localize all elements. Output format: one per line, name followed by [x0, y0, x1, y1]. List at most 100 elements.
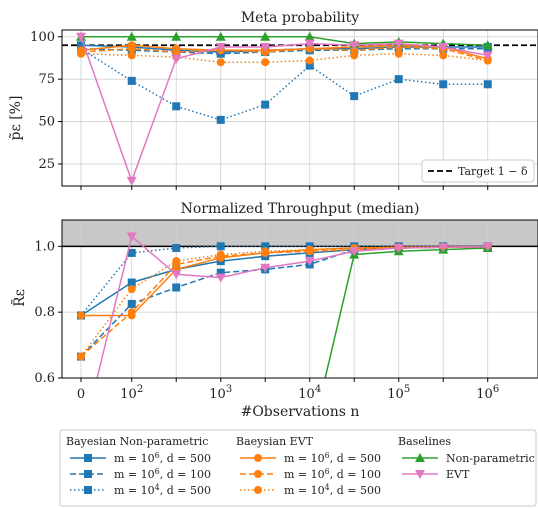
- data-point-bnp3: [261, 100, 270, 109]
- series-line-bnp3: [80, 48, 488, 121]
- y-tick-label: 100: [30, 30, 55, 45]
- series-line-bevt1: [80, 44, 488, 60]
- legend-box: [59, 429, 537, 507]
- top-y-axis-label: p̃ε [%]: [8, 96, 24, 141]
- bottom-x-axis-label: #Observations n: [241, 404, 360, 420]
- legend-group-title: Baeysian EVT: [236, 435, 314, 448]
- legend-marker-np: [415, 453, 425, 462]
- legend-label-np: Non-parametric: [446, 452, 535, 465]
- shaded-region: [62, 220, 538, 247]
- data-point-np: [304, 31, 315, 41]
- data-point-bnp3: [305, 61, 314, 70]
- data-point-bnp2: [216, 268, 225, 277]
- y-tick-label: 50: [38, 115, 55, 130]
- data-point-evt: [260, 263, 271, 273]
- data-point-bnp3: [172, 243, 181, 252]
- data-point-np: [126, 31, 137, 41]
- data-point-bevt3: [216, 250, 225, 259]
- y-tick-label: 0.8: [34, 305, 55, 320]
- y-tick-label: 25: [38, 157, 55, 172]
- data-point-evt: [76, 32, 86, 42]
- top-plot-area: 25 50 75 100 Target 1 − δ: [30, 29, 538, 190]
- y-tick-label: 0.6: [34, 371, 55, 386]
- data-point-bevt3: [350, 51, 359, 60]
- data-point-bnp3: [394, 75, 403, 84]
- legend-label-bevt3: m = 104, d = 500: [284, 483, 381, 497]
- data-point-evt: [304, 257, 315, 267]
- legend-label-evt: EVT: [446, 468, 470, 481]
- y-tick-label: 75: [38, 72, 55, 87]
- series-line-bevt2: [80, 246, 488, 358]
- data-point-evt: [126, 176, 137, 186]
- data-point-bevt3: [77, 49, 85, 58]
- legend-marker-bnp3: [84, 486, 92, 494]
- data-point-np: [482, 40, 493, 50]
- data-point-bevt3: [77, 352, 85, 361]
- x-tick-label: 0: [77, 387, 85, 402]
- legend-label-bnp3: m = 104, d = 500: [114, 483, 211, 497]
- top-chart-title: Meta probability: [241, 10, 359, 26]
- data-point-evt: [171, 270, 182, 280]
- data-point-bnp3: [216, 115, 225, 124]
- data-point-bevt3: [261, 58, 270, 67]
- x-tick-label: 104: [298, 384, 321, 402]
- data-point-bevt3: [216, 58, 225, 67]
- legend-label-bevt1: m = 106, d = 500: [284, 451, 381, 465]
- x-tick-label: 106: [476, 384, 499, 402]
- bottom-plot-area: 0.6 0.8 1.0 0 102 103 104 105 106: [34, 219, 538, 402]
- legend-marker-bevt2: [254, 470, 262, 478]
- legend-marker-bnp1: [84, 454, 92, 462]
- data-point-evt: [393, 243, 404, 253]
- legend-label-bnp2: m = 106, d = 100: [114, 467, 211, 481]
- data-point-evt: [349, 41, 360, 51]
- legend-group-title: Baselines: [398, 435, 451, 448]
- data-point-evt: [215, 273, 226, 283]
- legend-marker-bevt3: [254, 486, 262, 494]
- data-point-bevt3: [305, 245, 314, 254]
- series-line-bevt3: [80, 245, 488, 358]
- data-point-evt: [215, 42, 226, 52]
- data-point-bnp3: [127, 76, 136, 85]
- plot-frame: [61, 219, 538, 379]
- data-point-evt: [393, 39, 404, 49]
- data-point-np: [171, 31, 182, 41]
- series-line-bevt3: [80, 52, 488, 63]
- data-point-evt: [482, 242, 493, 252]
- data-point-bevt2: [261, 48, 270, 57]
- data-point-bevt2: [127, 308, 136, 317]
- legend-marker-bevt1: [254, 454, 262, 462]
- data-point-bevt3: [172, 257, 181, 266]
- data-point-bevt3: [305, 56, 314, 65]
- data-point-bevt3: [439, 51, 448, 60]
- plot-frame: [61, 29, 538, 187]
- y-tick-label: 1.0: [34, 239, 55, 254]
- data-point-evt: [482, 51, 493, 61]
- legend: Bayesian Non-parametric m = 106, d = 500 m…: [59, 429, 537, 507]
- data-point-evt: [260, 42, 271, 52]
- data-point-bnp3: [439, 80, 448, 89]
- legend-label-bevt2: m = 106, d = 100: [284, 467, 381, 481]
- data-point-bevt3: [394, 49, 403, 58]
- series-line-bnp2: [80, 47, 488, 55]
- series-line-evt: [96, 235, 488, 378]
- data-point-bnp3: [172, 102, 181, 111]
- data-point-bevt3: [483, 56, 492, 65]
- data-point-evt: [349, 247, 360, 257]
- series-line-bevt2: [80, 46, 488, 62]
- data-point-bnp1: [127, 278, 136, 287]
- data-point-bevt3: [261, 247, 270, 256]
- data-point-bevt3: [127, 51, 136, 60]
- series-line-evt: [80, 36, 488, 184]
- data-point-np: [260, 31, 271, 41]
- x-tick-label: 102: [120, 384, 143, 402]
- data-point-bnp3: [216, 242, 225, 251]
- data-point-evt: [438, 42, 449, 52]
- series-line-np: [81, 36, 488, 47]
- data-point-evt: [438, 243, 449, 253]
- top-legend-box: [421, 159, 535, 183]
- data-point-bnp3: [261, 242, 270, 251]
- data-point-bevt2: [127, 44, 136, 53]
- data-point-bnp2: [127, 299, 136, 308]
- data-point-bevt2: [305, 44, 314, 53]
- bottom-y-axis-label: R̃ε: [10, 289, 28, 307]
